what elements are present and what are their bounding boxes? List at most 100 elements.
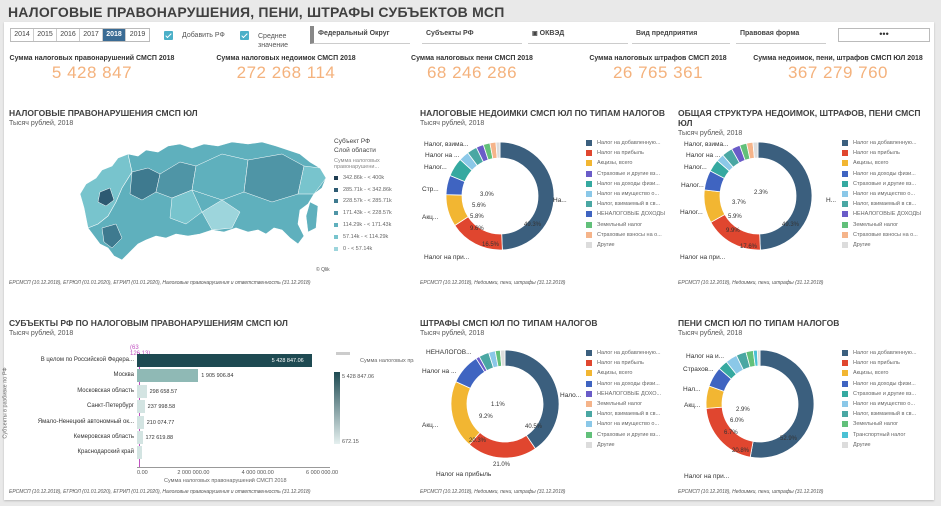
legend-item[interactable]: НЕНАЛОГОВЫЕ ДОХОДЫ [586,209,670,219]
donut-slice[interactable] [468,431,536,459]
legend-item[interactable]: Акцизы, всего [586,158,670,168]
legend-item[interactable]: Налог на доходы физи... [842,379,930,389]
bar[interactable] [137,369,199,383]
legend-item[interactable]: Налог на прибыль [586,148,670,158]
legend-item[interactable]: Страховые взносы на о... [586,230,670,240]
more-button[interactable]: ••• [838,28,930,42]
legend-item[interactable]: Другие [586,240,670,250]
legend-item[interactable]: Налог на прибыль [842,148,930,158]
legend-item[interactable]: Налог на имущество о... [586,189,670,199]
filter-federal-district[interactable]: Федеральный Округ [310,26,410,44]
slice-category-label: Акц... [422,214,439,221]
arrears-donut-chart[interactable] [444,140,556,252]
add-rf-checkbox[interactable]: Добавить РФ [164,31,225,40]
legend-item[interactable]: Страховые взносы на о... [842,230,930,240]
legend-item[interactable]: Налог на доходы физи... [586,179,670,189]
average-checkbox[interactable]: Среднее значение [240,31,292,50]
bar[interactable] [137,431,143,444]
year-2014-button[interactable]: 2014 [11,29,34,41]
legend-item[interactable]: Страховые и другие вз... [842,389,930,399]
legend-item[interactable]: НЕНАЛОГОВЫЕ ДОХОДЫ [842,209,930,219]
legend-item[interactable]: Страховые и другие вз... [842,179,930,189]
filter-legal-form[interactable]: Правовая форма [736,26,826,44]
legend-item[interactable]: Налог на добавленную... [586,138,670,148]
legend-item[interactable]: Налог, взимаемый в св... [842,199,930,209]
bar[interactable] [137,415,144,429]
donut-slice[interactable] [752,141,759,159]
donut-slice[interactable] [499,141,555,251]
region-moscow[interactable] [97,187,115,207]
legend-swatch [586,150,592,157]
legend-item[interactable]: Страховые и другие вз... [586,430,670,440]
donut-slice[interactable] [504,349,560,450]
legend-item[interactable]: Налог на прибыль [586,358,670,368]
legend-item[interactable]: Акцизы, всего [842,158,930,168]
region-south[interactable] [101,223,123,249]
legend-range-item[interactable]: 114.29k - < 171.43k [334,219,410,231]
legend-item[interactable]: Земельный налог [842,220,930,230]
legend-item[interactable]: Другие [586,440,670,450]
legend-item[interactable]: НЕНАЛОГОВЫЕ ДОХО... [586,389,670,399]
year-2019-button[interactable]: 2019 [126,29,149,41]
penalties-donut-chart[interactable] [704,348,816,460]
year-2017-button[interactable]: 2017 [80,29,103,41]
legend-item[interactable]: Налог на добавленную... [842,348,930,358]
russia-map[interactable] [72,132,334,270]
legend-item[interactable]: Налог на прибыль [842,358,930,368]
legend-swatch [842,211,848,218]
legend-item[interactable]: Налог, взимаемый в св... [586,199,670,209]
legend-item[interactable]: Налог на добавленную... [586,348,670,358]
legend-item[interactable]: Акцизы, всего [842,368,930,378]
region-far-east[interactable] [297,165,327,195]
structure-donut-chart[interactable] [702,140,814,252]
region-sakhalin[interactable] [305,201,319,233]
year-2015-button[interactable]: 2015 [34,29,57,41]
donut-slice[interactable] [499,349,506,367]
legend-range-item[interactable]: 57.14k - < 114.29k [334,231,410,243]
fines-donut-chart[interactable] [449,348,561,460]
donut-slice[interactable] [749,349,815,459]
bar[interactable] [137,354,312,367]
legend-range-item[interactable]: 0 - < 57.14k [334,243,410,255]
legend-ranges: 342.86k - < 400k 285.71k - < 342.86k 228.5… [334,172,410,255]
region-yakutia[interactable] [243,153,305,203]
legend-item[interactable]: Другие [842,440,930,450]
legend-item[interactable]: Страховые и другие вз... [586,169,670,179]
legend-item[interactable]: Земельный налог [586,220,670,230]
filter-enterprise-type[interactable]: Вид предприятия [632,26,730,44]
legend-item[interactable]: Налог на имущество о... [842,399,930,409]
legend-item[interactable]: Земельный налог [842,419,930,429]
scrollbar[interactable] [336,352,350,355]
donut-slice[interactable] [450,381,481,446]
legend-item[interactable]: Налог, взимаемый в св... [586,409,670,419]
legend-item[interactable]: Другие [842,240,930,250]
filter-subjects-rf[interactable]: Субъекты РФ [422,26,522,44]
legend-label: 171.43k - < 228.57k [343,210,392,217]
bar-category-label: Кемеровская область [73,434,134,440]
year-2016-button[interactable]: 2016 [57,29,80,41]
bar[interactable] [137,384,147,398]
legend-item[interactable]: Налог на добавленную... [842,138,930,148]
legend-item[interactable]: Налог на доходы физи... [842,169,930,179]
legend-item[interactable]: Налог на имущество о... [842,189,930,199]
filter-okved[interactable]: ▣ ОКВЭД [528,26,628,44]
legend-item[interactable]: Земельный налог [586,399,670,409]
region-baikal[interactable] [201,199,241,231]
bar[interactable] [137,400,145,414]
year-2018-button[interactable]: 2018 [103,29,126,41]
donut-slice[interactable] [757,141,813,251]
legend-range-item[interactable]: 228.57k - < 285.71k [334,196,410,208]
legend-item[interactable]: Налог на доходы физи... [586,379,670,389]
legend-item[interactable]: Акцизы, всего [586,368,670,378]
legend-label: Налог на прибыль [597,150,644,157]
legend-range-item[interactable]: 171.43k - < 228.57k [334,207,410,219]
bar[interactable] [137,446,143,460]
region-siberia-south[interactable] [169,189,203,225]
legend-item[interactable]: Налог на имущество о... [586,419,670,429]
legend-item[interactable]: Налог, взимаемый в св... [842,409,930,419]
legend-item[interactable]: Транспортный налог [842,430,930,440]
legend-range-item[interactable]: 285.71k - < 342.86k [334,184,410,196]
legend-range-item[interactable]: 342.86k - < 400k [334,172,410,184]
donut-slice[interactable] [756,349,761,367]
donut-slice[interactable] [495,141,501,159]
